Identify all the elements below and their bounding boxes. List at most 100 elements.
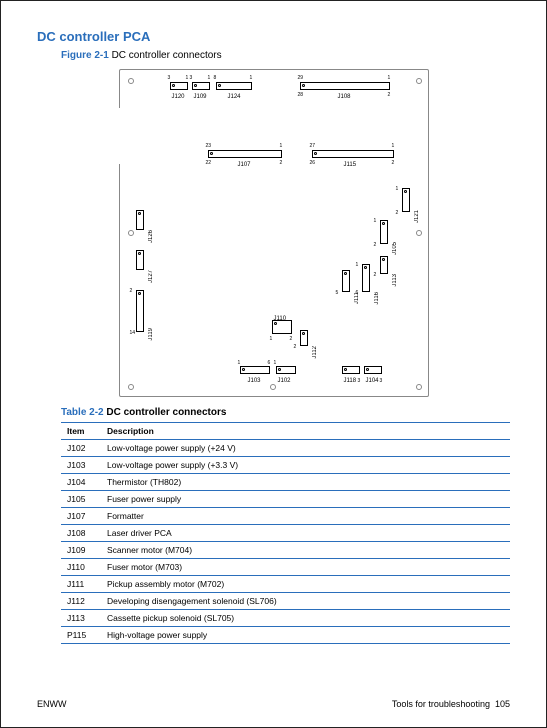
page-footer: ENWW Tools for troubleshooting 105 [37, 699, 510, 709]
pin-number: 26 [310, 160, 316, 166]
pin-number: 22 [206, 160, 212, 166]
table-row: J112Developing disengagement solenoid (S… [61, 593, 510, 610]
table-cell-desc: Laser driver PCA [101, 525, 510, 542]
pin-number: 1 [270, 336, 273, 342]
table-cell-desc: Formatter [101, 508, 510, 525]
table-cell-desc: Fuser power supply [101, 491, 510, 508]
table-caption: Table 2-2 DC controller connectors [37, 407, 510, 418]
connector-j104 [364, 366, 382, 374]
connector-j124 [216, 82, 252, 90]
table-text: DC controller connectors [106, 407, 226, 418]
pcb-hole [128, 384, 134, 390]
pin-number: 2 [290, 336, 293, 342]
connector-label: J104 [366, 378, 379, 384]
connector-label: J119 [148, 328, 154, 341]
pin-number: 1 [238, 360, 241, 366]
figure-label: Figure 2-1 [61, 50, 109, 61]
connector-label: J102 [278, 378, 291, 384]
section-title: DC controller PCA [37, 29, 510, 44]
connector-label: J108 [338, 94, 351, 100]
pin-number: 3 [190, 75, 193, 81]
table-row: J104Thermistor (TH802) [61, 474, 510, 491]
connector-label: J103 [248, 378, 261, 384]
table-cell-desc: Low-voltage power supply (+3.3 V) [101, 457, 510, 474]
table-cell-item: J111 [61, 576, 101, 593]
connector-label: J113 [392, 274, 398, 287]
pin-number: 14 [130, 330, 136, 336]
pin-number: 1 [374, 218, 377, 224]
connector-label: J116 [374, 292, 380, 305]
table-cell-item: J113 [61, 610, 101, 627]
table-row: J102Low-voltage power supply (+24 V) [61, 440, 510, 457]
connector-label: J127 [148, 270, 154, 283]
pin-number: 2 [294, 344, 297, 350]
pcb-hole [270, 384, 276, 390]
pcb-hole [128, 230, 134, 236]
pin-number: 8 [214, 75, 217, 81]
table-cell-item: J102 [61, 440, 101, 457]
pin-number: 6 [268, 360, 271, 366]
table-cell-item: J108 [61, 525, 101, 542]
pin-number: 28 [298, 92, 304, 98]
pin-number: 1 [388, 75, 391, 81]
figure-text: DC controller connectors [112, 50, 222, 61]
connector-j103 [240, 366, 270, 374]
pin-number: 5 [336, 290, 339, 296]
connector-label: J126 [148, 230, 154, 243]
pin-number: 1 [280, 143, 283, 149]
table-cell-desc: High-voltage power supply [101, 627, 510, 644]
connector-j105 [380, 220, 388, 244]
connector-label: J107 [238, 162, 251, 168]
connector-label: J121 [414, 210, 420, 223]
connector-label: J115 [344, 162, 357, 168]
table-cell-desc: Pickup assembly motor (M702) [101, 576, 510, 593]
table-cell-item: J109 [61, 542, 101, 559]
connector-j109 [192, 82, 210, 90]
connector-label: J110 [274, 316, 287, 322]
table-row: P115High-voltage power supply [61, 627, 510, 644]
pin-number: 2 [374, 242, 377, 248]
pin-number: 1 [274, 360, 277, 366]
table-label: Table 2-2 [61, 407, 104, 418]
table-cell-item: J105 [61, 491, 101, 508]
table-cell-desc: Low-voltage power supply (+24 V) [101, 440, 510, 457]
pcb-hole [416, 230, 422, 236]
connector-j127 [136, 250, 144, 270]
pcb-hole [416, 78, 422, 84]
table-row: J107Formatter [61, 508, 510, 525]
pin-number: 1 [186, 75, 189, 81]
table-row: J109Scanner motor (M704) [61, 542, 510, 559]
connector-j120 [170, 82, 188, 90]
table-row: J113Cassette pickup solenoid (SL705) [61, 610, 510, 627]
pin-number: 2 [396, 210, 399, 216]
table-cell-desc: Fuser motor (M703) [101, 559, 510, 576]
pin-number: 2 [130, 288, 133, 294]
connector-j102 [276, 366, 296, 374]
table-cell-item: P115 [61, 627, 101, 644]
table-cell-item: J107 [61, 508, 101, 525]
pin-number: 3 [358, 378, 361, 384]
pin-number: 27 [310, 143, 316, 149]
figure-caption: Figure 2-1 DC controller connectors [37, 50, 510, 61]
table-cell-item: J112 [61, 593, 101, 610]
connector-j121 [402, 188, 410, 212]
table-row: J108Laser driver PCA [61, 525, 510, 542]
connector-j112 [300, 330, 308, 346]
pcb-hole [416, 384, 422, 390]
connector-label: J118 [344, 378, 357, 384]
connector-label: J111 [354, 292, 360, 304]
table-row: J111Pickup assembly motor (M702) [61, 576, 510, 593]
table-cell-desc: Developing disengagement solenoid (SL706… [101, 593, 510, 610]
connector-table: Item Description J102Low-voltage power s… [61, 422, 510, 644]
connector-j118 [342, 366, 360, 374]
pin-number: 1 [356, 262, 359, 268]
pin-number: 1 [396, 186, 399, 192]
connector-j113 [380, 256, 388, 274]
pin-number: 2 [280, 160, 283, 166]
pin-number: 1 [250, 75, 253, 81]
pin-number: 2 [374, 272, 377, 278]
footer-right: Tools for troubleshooting 105 [392, 699, 510, 709]
footer-left: ENWW [37, 699, 67, 709]
table-row: J103Low-voltage power supply (+3.3 V) [61, 457, 510, 474]
table-cell-desc: Thermistor (TH802) [101, 474, 510, 491]
